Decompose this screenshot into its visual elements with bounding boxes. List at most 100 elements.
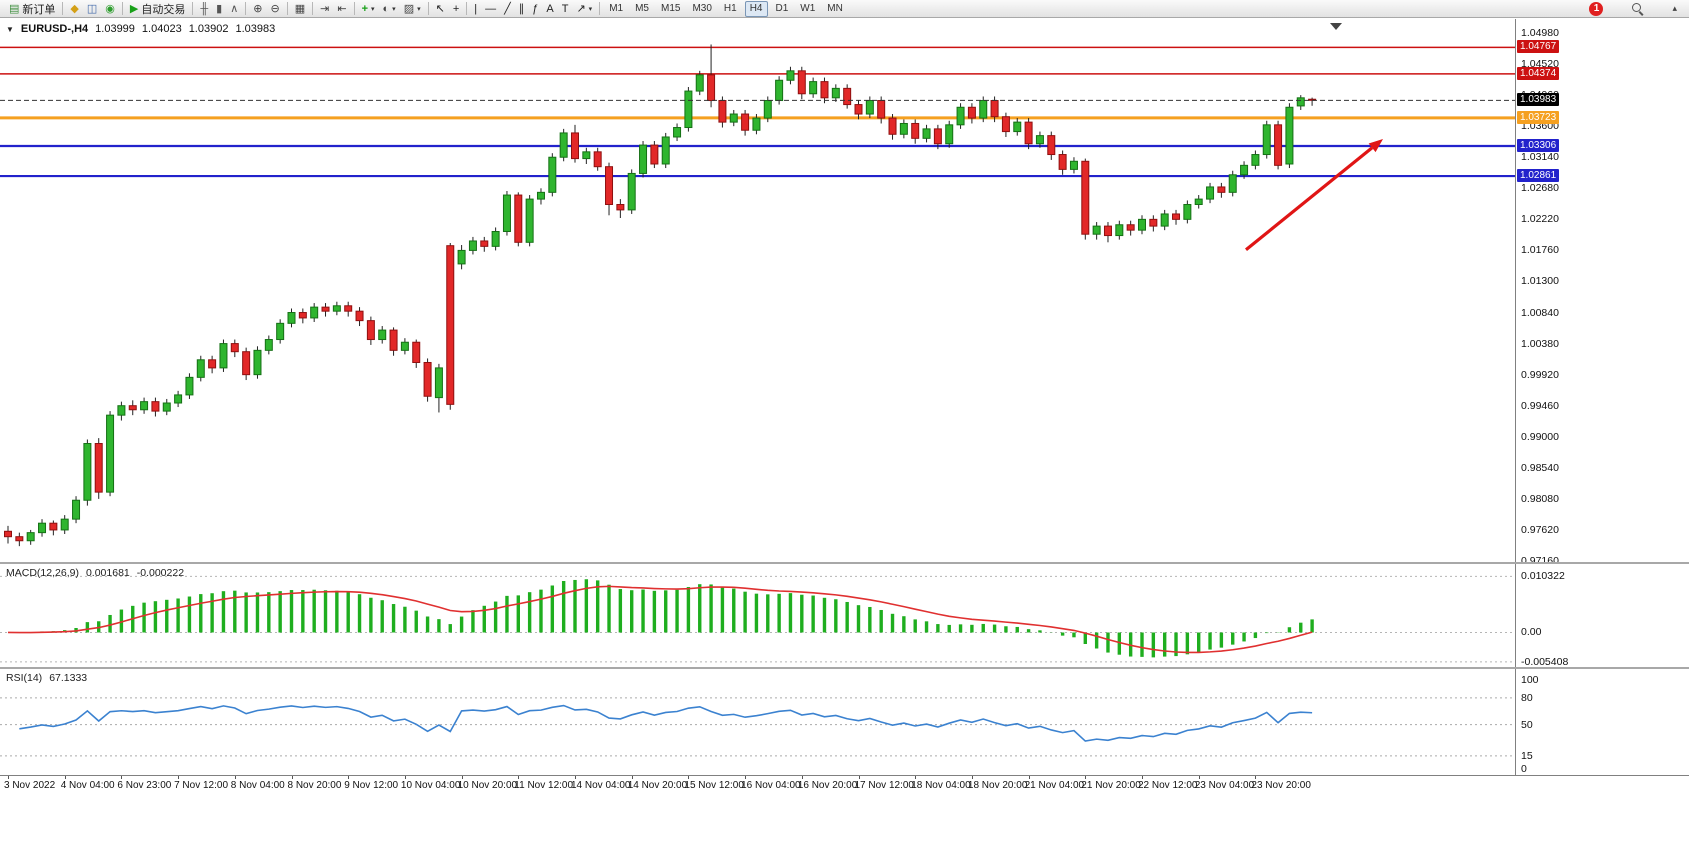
time-axis-label: 11 Nov 12:00 (514, 780, 574, 791)
arrows-tool-button[interactable]: ↗ ▾ (574, 1, 594, 17)
crosshair-button[interactable]: + (451, 1, 461, 17)
candle (15, 532, 24, 547)
metaeditor-icon: ◫ (86, 2, 98, 15)
bar-chart-button[interactable]: ╫ (198, 1, 210, 17)
candle (1081, 158, 1090, 240)
horizontal-line-button[interactable]: — (483, 1, 498, 17)
time-axis-label: 21 Nov 20:00 (1081, 780, 1141, 791)
new-order-button[interactable]: ▤ 新订单 (7, 1, 57, 17)
autotrading-button[interactable]: ▶ 自动交易 (128, 1, 187, 17)
candle (741, 109, 750, 136)
panel-splitter[interactable] (0, 667, 1689, 669)
candle (627, 169, 636, 214)
timeframe-m1[interactable]: M1 (609, 2, 624, 14)
new-order-button-label: 新订单 (22, 3, 56, 16)
bar-chart-icon: ╫ (200, 2, 209, 15)
candle (1160, 209, 1169, 231)
macd-chart[interactable]: MACD(12,26,9) 0.001681 -0.000222 (0, 564, 1516, 667)
search-icon[interactable] (1631, 2, 1645, 16)
timeframe-toolbar: M1 M5 M15 M30 H1 H4 D1 W1 MN (602, 0, 850, 17)
templates-button[interactable]: ▨ ▾ (402, 1, 423, 17)
periods-icon: ◐ (382, 2, 390, 15)
timeframe-d1[interactable]: D1 (775, 2, 789, 14)
cursor-button[interactable]: ↖ (434, 1, 447, 17)
dropdown-arrow-icon: ▾ (417, 5, 421, 13)
ohlc-open: 1.03999 (95, 23, 135, 35)
timeframe-h4[interactable]: H4 (744, 0, 768, 17)
price-badge: 1.04374 (1517, 66, 1560, 80)
candle (1149, 215, 1158, 232)
candle (446, 242, 455, 410)
autotrading-button-label: 自动交易 (141, 3, 186, 16)
toolbar-group: ╫ ▮ ∧ (195, 1, 243, 17)
candle (933, 124, 942, 150)
line-chart-button[interactable]: ∧ (228, 1, 240, 17)
zoom-in-button[interactable]: ⊕ (251, 1, 264, 17)
macd-label-row: MACD(12,26,9) 0.001681 -0.000222 (6, 567, 184, 579)
rsi-name: RSI(14) (6, 672, 43, 684)
price-chart-canvas[interactable] (0, 19, 1515, 562)
price-axis-label: 0.98540 (1521, 461, 1559, 474)
candle (287, 308, 296, 328)
price-chart[interactable]: ▼ EURUSD-,H4 1.03999 1.04023 1.03902 1.0… (0, 19, 1516, 562)
macd-axis[interactable]: 0.010322 0.00 -0.005408 (1516, 564, 1689, 668)
candle (1262, 120, 1271, 159)
one-click-caret-icon[interactable]: ▼ (6, 24, 14, 34)
rsi-chart[interactable]: RSI(14) 67.1333 (0, 669, 1516, 775)
fibonacci-button[interactable]: ƒ (530, 1, 540, 17)
toolbar-group: ▶ 自动交易 (125, 1, 190, 17)
price-badge: 1.03723 (1517, 110, 1560, 124)
collapse-toolbar-icon[interactable]: ▴ (1672, 3, 1677, 13)
toolbar-group: | — ╱ ∥ ƒ A T ↗ ▾ (469, 1, 597, 17)
price-badge: 1.03983 (1517, 93, 1560, 107)
text-button[interactable]: A (544, 1, 555, 17)
timeframe-mn[interactable]: MN (827, 2, 843, 14)
timeframe-m5[interactable]: M5 (635, 2, 649, 14)
candle (1035, 131, 1044, 148)
time-axis-tick (575, 776, 576, 779)
time-axis[interactable]: 3 Nov 2022 4 Nov 04:00 6 Nov 23:00 7 Nov 12… (0, 775, 1689, 796)
price-axis-label: 0.97620 (1521, 523, 1559, 536)
zoom-out-button[interactable]: ⊖ (269, 1, 282, 17)
chart-shift-icon: ⇤ (337, 2, 347, 15)
auto-scroll-button[interactable]: ⇥ (318, 1, 331, 17)
candlestick-chart-button[interactable]: ▮ (214, 1, 224, 17)
time-axis-tick (234, 776, 236, 779)
arrow-object[interactable] (1244, 146, 1374, 251)
line-chart-icon: ∧ (230, 2, 239, 15)
candle (151, 397, 160, 417)
timeframe-m30[interactable]: M30 (692, 2, 712, 14)
alerts-button[interactable]: ◉ (103, 1, 117, 17)
candle (843, 84, 852, 109)
rsi-axis[interactable]: 100 80 50 15 0 (1516, 669, 1689, 775)
tile-windows-button[interactable]: ▦ (293, 1, 307, 17)
text-label-button[interactable]: T (560, 1, 571, 17)
chart-symbol-period: EURUSD-,H4 (20, 23, 89, 35)
timeframe-m15[interactable]: M15 (661, 2, 681, 14)
metaeditor-button[interactable]: ◫ (85, 1, 99, 17)
time-axis-tick (1255, 776, 1257, 779)
panel-splitter[interactable] (0, 562, 1689, 564)
toolbar-separator (353, 2, 355, 15)
metaquotes-button[interactable]: ◆ (68, 1, 80, 17)
candle (412, 339, 421, 368)
trendline-button[interactable]: ╱ (502, 1, 513, 17)
periods-button[interactable]: ◐ ▾ (381, 1, 398, 17)
tile-windows-icon: ▦ (294, 2, 306, 15)
time-axis-tick (64, 776, 66, 779)
vertical-line-button[interactable]: | (472, 1, 479, 17)
notification-badge[interactable]: 1 (1589, 1, 1604, 16)
channel-button[interactable]: ∥ (517, 1, 527, 17)
candle (1126, 220, 1135, 236)
macd-main-value: 0.001681 (85, 567, 130, 579)
arrow-head[interactable] (1368, 139, 1383, 153)
price-axis[interactable]: 1.049801.045201.040601.036001.031401.026… (1516, 19, 1689, 567)
timeframe-h1[interactable]: H1 (723, 2, 737, 14)
candle (1024, 118, 1033, 150)
indicators-button[interactable]: + ▾ (360, 1, 377, 17)
candle (72, 496, 81, 524)
time-axis-label: 23 Nov 04:00 (1194, 780, 1255, 791)
timeframe-w1[interactable]: W1 (800, 2, 816, 14)
chart-shift-button[interactable]: ⇤ (335, 1, 348, 17)
